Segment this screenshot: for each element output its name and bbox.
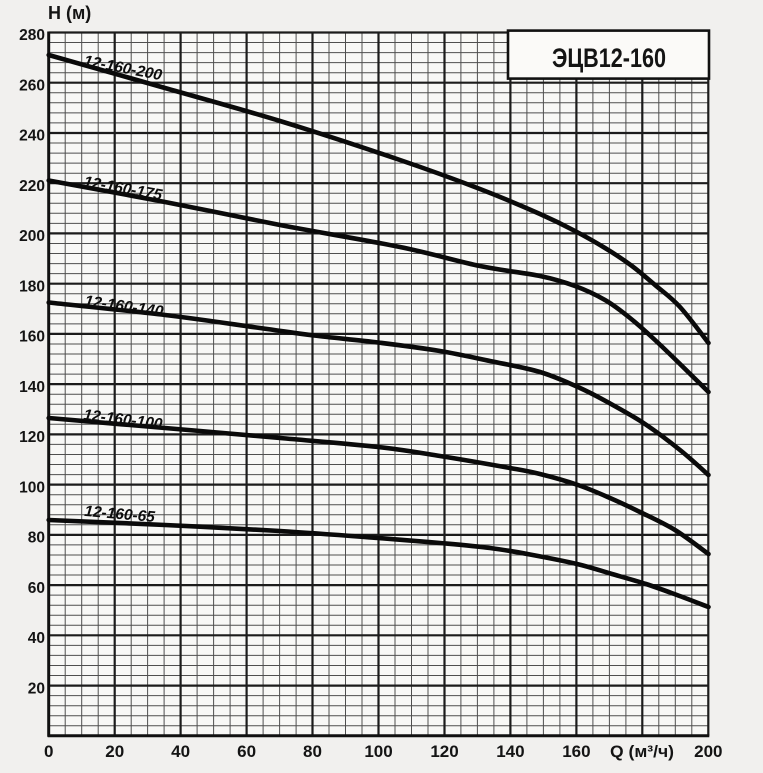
svg-text:80: 80 [303, 742, 322, 761]
svg-text:120: 120 [19, 429, 45, 446]
svg-text:40: 40 [28, 630, 45, 647]
svg-text:160: 160 [562, 742, 590, 761]
svg-text:160: 160 [19, 329, 45, 346]
svg-text:140: 140 [496, 742, 524, 761]
svg-text:180: 180 [19, 278, 45, 295]
svg-text:20: 20 [105, 742, 124, 761]
svg-text:100: 100 [19, 479, 45, 496]
svg-text:40: 40 [171, 742, 190, 761]
svg-text:280: 280 [19, 27, 45, 44]
svg-text:240: 240 [19, 128, 45, 145]
svg-text:12-160-65: 12-160-65 [84, 503, 156, 526]
svg-text:140: 140 [19, 379, 45, 396]
svg-text:0: 0 [44, 742, 53, 761]
svg-text:200: 200 [694, 742, 722, 761]
svg-text:100: 100 [364, 742, 392, 761]
svg-text:220: 220 [19, 178, 45, 195]
svg-text:60: 60 [28, 580, 45, 597]
svg-text:H (м): H (м) [48, 3, 91, 23]
svg-text:ЭЦВ12-160: ЭЦВ12-160 [552, 43, 666, 73]
svg-text:260: 260 [19, 77, 45, 94]
svg-text:200: 200 [19, 228, 45, 245]
svg-text:80: 80 [28, 530, 45, 547]
svg-text:Q (м³/ч): Q (м³/ч) [610, 743, 674, 761]
svg-text:20: 20 [28, 680, 45, 697]
svg-text:60: 60 [237, 742, 256, 761]
svg-text:120: 120 [430, 742, 458, 761]
